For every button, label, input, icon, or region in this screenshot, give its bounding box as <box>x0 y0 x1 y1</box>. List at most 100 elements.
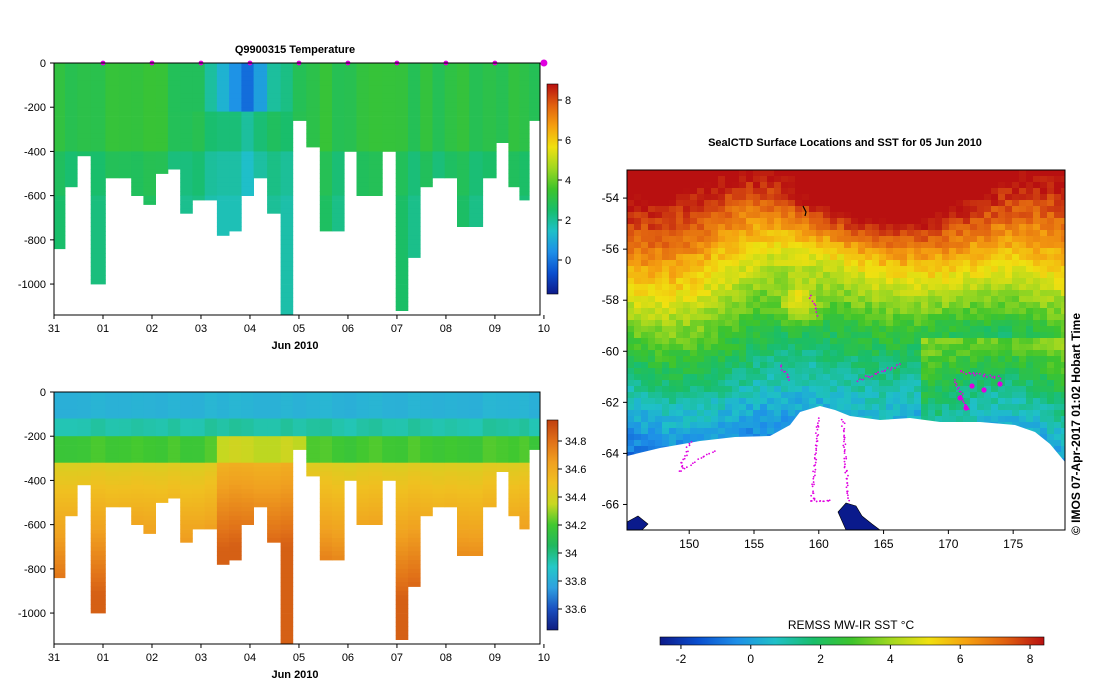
sst-cell <box>949 314 957 321</box>
sst-cell <box>697 356 705 363</box>
sst-cell <box>1061 290 1065 297</box>
x-tick-label: 03 <box>195 323 207 335</box>
sst-cell <box>627 338 635 345</box>
sst-cell <box>760 398 768 405</box>
profile-cell <box>167 160 181 166</box>
sst-cell <box>676 206 684 213</box>
profile-cell <box>356 116 370 121</box>
profile-cell <box>229 542 242 548</box>
sst-cell <box>739 362 747 369</box>
profile-cell <box>143 63 156 68</box>
profile-cell <box>332 76 345 82</box>
sst-cell <box>634 200 642 207</box>
profile-cell <box>65 506 78 512</box>
sst-cell <box>963 212 971 219</box>
profile-cell <box>105 164 120 170</box>
sst-cell <box>662 296 670 303</box>
profile-cell <box>167 85 181 90</box>
profile-cell <box>432 85 446 90</box>
sst-cell <box>760 392 768 399</box>
profile-cell <box>90 102 106 108</box>
sst-cell <box>725 296 733 303</box>
profile-cell <box>306 80 321 86</box>
sst-cell <box>942 170 950 177</box>
sst-cell <box>732 374 740 381</box>
sst-cell <box>928 242 936 249</box>
profile-cell <box>54 498 66 503</box>
sst-cell <box>991 356 999 363</box>
profile-cell <box>356 71 370 77</box>
sst-cell <box>872 224 880 231</box>
profile-cell <box>143 405 156 411</box>
profile-cell <box>167 129 181 135</box>
sst-cell <box>739 254 747 261</box>
sst-cell <box>753 182 761 189</box>
sst-cell <box>984 272 992 279</box>
profile-cell <box>280 564 294 570</box>
sst-cell <box>900 380 908 387</box>
profile-cell <box>508 498 520 503</box>
profile-cell <box>368 506 383 512</box>
sst-cell <box>739 224 747 231</box>
profile-cell <box>267 409 281 415</box>
profile-cell <box>180 458 193 464</box>
profile-cell <box>267 85 281 90</box>
profile-cell <box>519 476 530 481</box>
profile-cell <box>180 436 193 441</box>
sst-cell <box>795 194 803 201</box>
profile-cell <box>192 520 205 525</box>
sst-cell <box>648 272 656 279</box>
sst-cell <box>851 368 859 375</box>
profile-cell <box>519 489 530 495</box>
profile-cell <box>105 155 120 161</box>
profile-cell <box>143 484 156 490</box>
sst-cell <box>697 242 705 249</box>
profile-cell <box>319 142 333 148</box>
profile-cell <box>204 151 218 157</box>
profile-cell <box>292 89 307 95</box>
profile-cell <box>408 436 421 441</box>
sst-cell <box>942 302 950 309</box>
sst-cell <box>942 308 950 315</box>
profile-cell <box>180 511 193 517</box>
sst-cell <box>795 374 803 381</box>
profile-cell <box>267 186 281 192</box>
profile-cell <box>54 493 66 499</box>
profile-cell <box>508 138 520 143</box>
sst-cell <box>1026 296 1034 303</box>
sst-cell <box>823 206 831 213</box>
sst-cell <box>718 314 726 321</box>
sst-cell <box>956 326 964 333</box>
profile-cell <box>118 431 132 437</box>
sst-cell <box>921 338 929 345</box>
profile-cell <box>332 458 345 464</box>
sst-cell <box>837 182 845 189</box>
profile-cell <box>408 191 421 196</box>
sst-cell <box>1026 218 1034 225</box>
profile-cell <box>395 409 409 415</box>
profile-cell <box>267 480 281 486</box>
profile-cell <box>216 120 230 126</box>
sst-cell <box>1019 278 1027 285</box>
profile-cell <box>143 506 156 512</box>
profile-cell <box>519 160 530 166</box>
profile-cell <box>204 409 218 415</box>
sst-cell <box>704 368 712 375</box>
profile-cell <box>508 151 520 157</box>
profile-cell <box>229 186 242 192</box>
profile-cell <box>482 111 497 117</box>
profile-cell <box>408 560 421 565</box>
profile-cell <box>332 63 345 68</box>
sst-cell <box>627 236 635 243</box>
sst-cell <box>795 260 803 267</box>
profile-cell <box>332 182 345 188</box>
profile-cell <box>180 107 193 112</box>
sst-cell <box>900 194 908 201</box>
profile-cell <box>180 133 193 139</box>
profile-cell <box>65 449 78 455</box>
sst-cell <box>1054 356 1062 363</box>
sst-cell <box>816 194 824 201</box>
profile-cell <box>65 436 78 441</box>
profile-cell <box>457 177 470 183</box>
